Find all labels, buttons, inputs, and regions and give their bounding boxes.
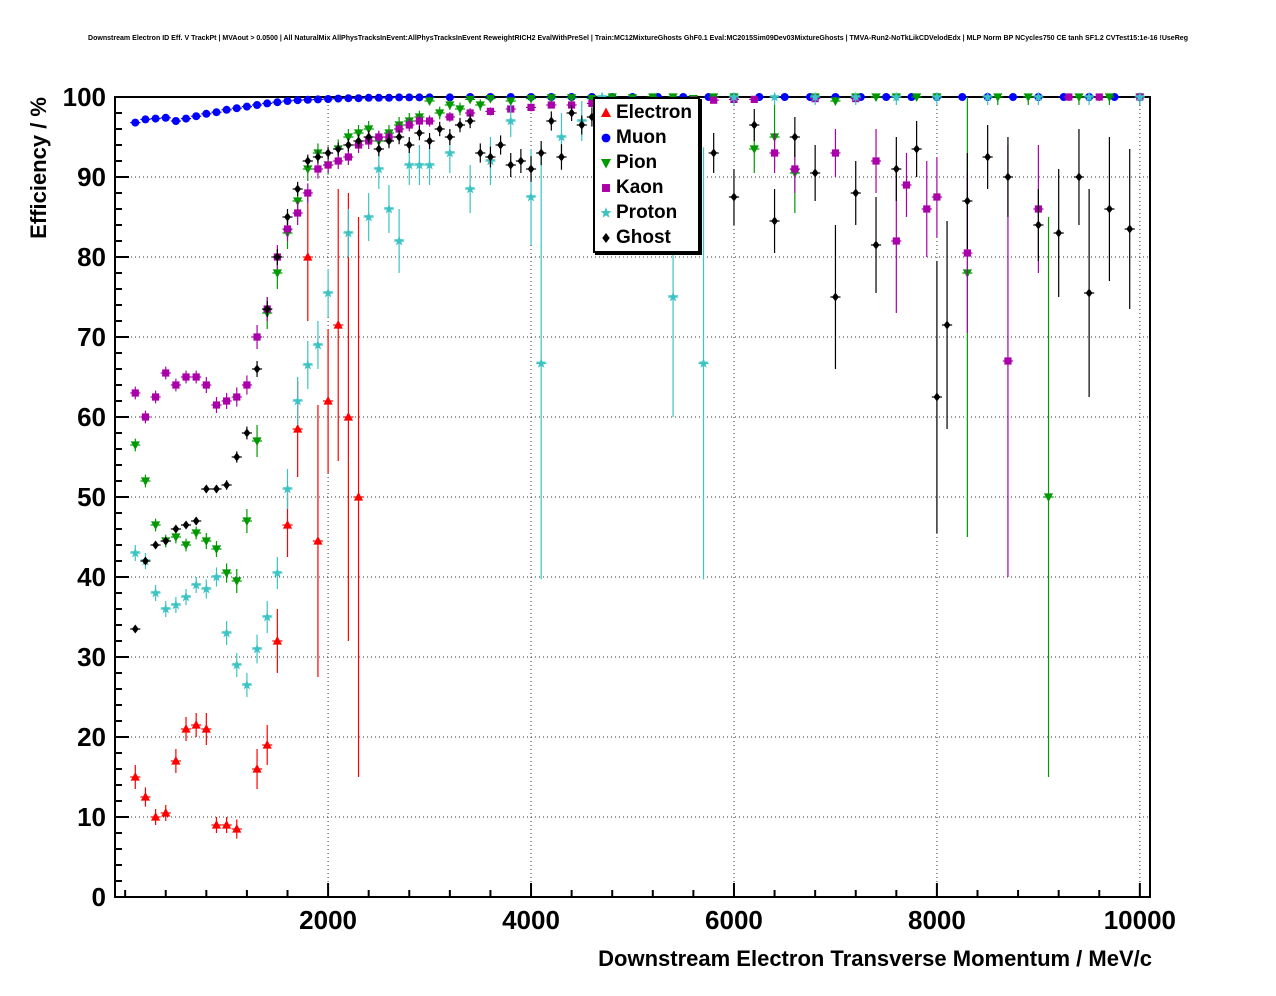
svg-text:90: 90 [77,162,106,192]
legend-label: Pion [616,151,658,173]
svg-text:70: 70 [77,322,106,352]
legend-entry-proton: Proton [598,200,692,225]
square-icon [602,183,610,192]
x-axis-label: Downstream Electron Transverse Momentum … [598,946,1152,971]
chart-layer: 2000 4000 6000 8000 10000 0 10 20 30 40 50 60 70 80 90… [63,82,1176,935]
triangle-up-icon [600,107,612,117]
series-electron [130,189,364,839]
legend-label: Muon [616,126,667,148]
legend-entry-kaon: Kaon [598,175,692,200]
svg-text:10000: 10000 [1104,905,1176,935]
triangle-down-icon [600,158,612,168]
svg-text:40: 40 [77,562,106,592]
legend-entry-muon: Muon [598,125,692,150]
svg-text:50: 50 [77,482,106,512]
svg-text:2000: 2000 [299,905,357,935]
legend-entry-pion: Pion [598,150,692,175]
svg-text:20: 20 [77,722,106,752]
circle-icon [601,133,611,142]
star-icon [600,206,612,218]
svg-text:10: 10 [77,802,106,832]
svg-text:8000: 8000 [908,905,966,935]
svg-text:100: 100 [63,82,106,112]
y-axis-label: Efficiency / % [26,97,51,239]
legend-label: Kaon [616,176,664,198]
legend-entry-ghost: Ghost [598,225,692,250]
legend-entry-electron: Electron [598,100,692,125]
legend: Electron Muon Pion Kaon Proton Ghost [593,97,701,253]
svg-text:30: 30 [77,642,106,672]
plot-title: Downstream Electron ID Eff. V TrackPt | … [88,33,1188,42]
axis-ticks [115,96,1141,898]
legend-label: Electron [616,101,693,123]
svg-text:0: 0 [92,882,106,912]
series-ghost [130,103,1135,634]
tick-labels: 2000 4000 6000 8000 10000 0 10 20 30 40 50 60 70 80 90… [63,82,1176,935]
diamond-icon [602,232,610,243]
svg-text:6000: 6000 [705,905,763,935]
svg-text:80: 80 [77,242,106,272]
svg-text:60: 60 [77,402,106,432]
legend-label: Proton [616,201,678,223]
legend-label: Ghost [616,226,671,248]
svg-text:4000: 4000 [502,905,560,935]
